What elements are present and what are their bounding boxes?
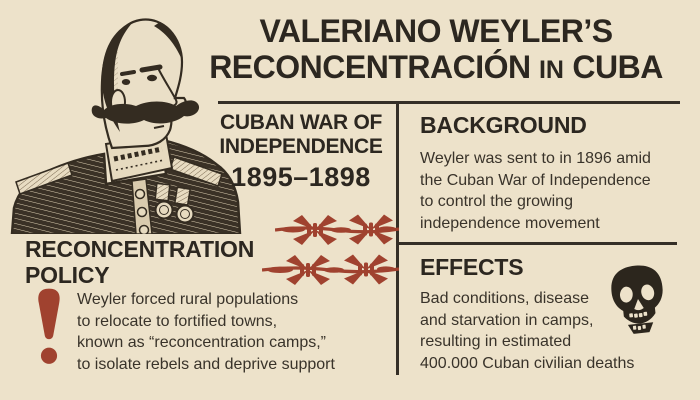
policy-text-line: to relocate to fortified towns,	[77, 312, 278, 330]
title-in-word: IN	[538, 56, 564, 84]
war-line2: INDEPENDENCE	[219, 135, 383, 158]
background-text-line: to control the growing	[420, 193, 573, 210]
war-line1: CUBAN WAR OF	[219, 111, 383, 134]
section-background: BACKGROUND Weyler was sent to in 1896 am…	[420, 112, 651, 234]
barbed-wire-icon	[275, 214, 399, 245]
policy-text-line: known as “reconcentration camps,”	[77, 334, 326, 351]
background-text-line: Weyler was sent to in 1896 amid	[420, 150, 651, 167]
effects-heading: EFFECTS	[420, 254, 524, 280]
section-effects: EFFECTS Bad conditions, disease and star…	[420, 254, 634, 374]
effects-text-line: resulting in estimated	[420, 333, 572, 350]
barbed-wire-icon	[262, 254, 399, 285]
policy-heading-line1: RECONCENTRATION	[25, 236, 255, 262]
background-text-line: the Cuban War of Independence	[420, 171, 651, 189]
background-heading: BACKGROUND	[420, 112, 587, 138]
page-title: VALERIANO WEYLER’S RECONCENTRACIÓN IN CU…	[186, 13, 686, 88]
exclamation-icon	[38, 288, 60, 364]
title-line2: RECONCENTRACIÓN IN CUBA	[209, 49, 663, 85]
title-line1: VALERIANO WEYLER’S	[259, 13, 613, 49]
effects-text-line: 400.000 Cuban civilian deaths	[420, 354, 635, 372]
divider-background-effects	[397, 242, 677, 245]
policy-text: Weyler forced rural populations to reloc…	[77, 289, 335, 375]
weyler-portrait-icon	[10, 18, 242, 234]
skull-icon	[611, 265, 663, 334]
war-years: 1895–1898	[231, 162, 371, 192]
effects-text-line: Bad conditions, disease	[420, 290, 589, 307]
divider-vertical	[396, 102, 399, 375]
divider-under-title	[218, 101, 680, 104]
effects-text-line: and starvation in camps,	[420, 311, 594, 329]
policy-text-line: Weyler forced rural populations	[77, 291, 299, 308]
policy-heading: RECONCENTRATION POLICY	[25, 236, 254, 288]
policy-text-line: to isolate rebels and deprive support	[77, 355, 335, 373]
background-text-line: independence movement	[420, 214, 600, 232]
war-period-block: CUBAN WAR OF INDEPENDENCE 1895–1898	[206, 111, 396, 192]
policy-heading-line2: POLICY	[25, 262, 110, 288]
